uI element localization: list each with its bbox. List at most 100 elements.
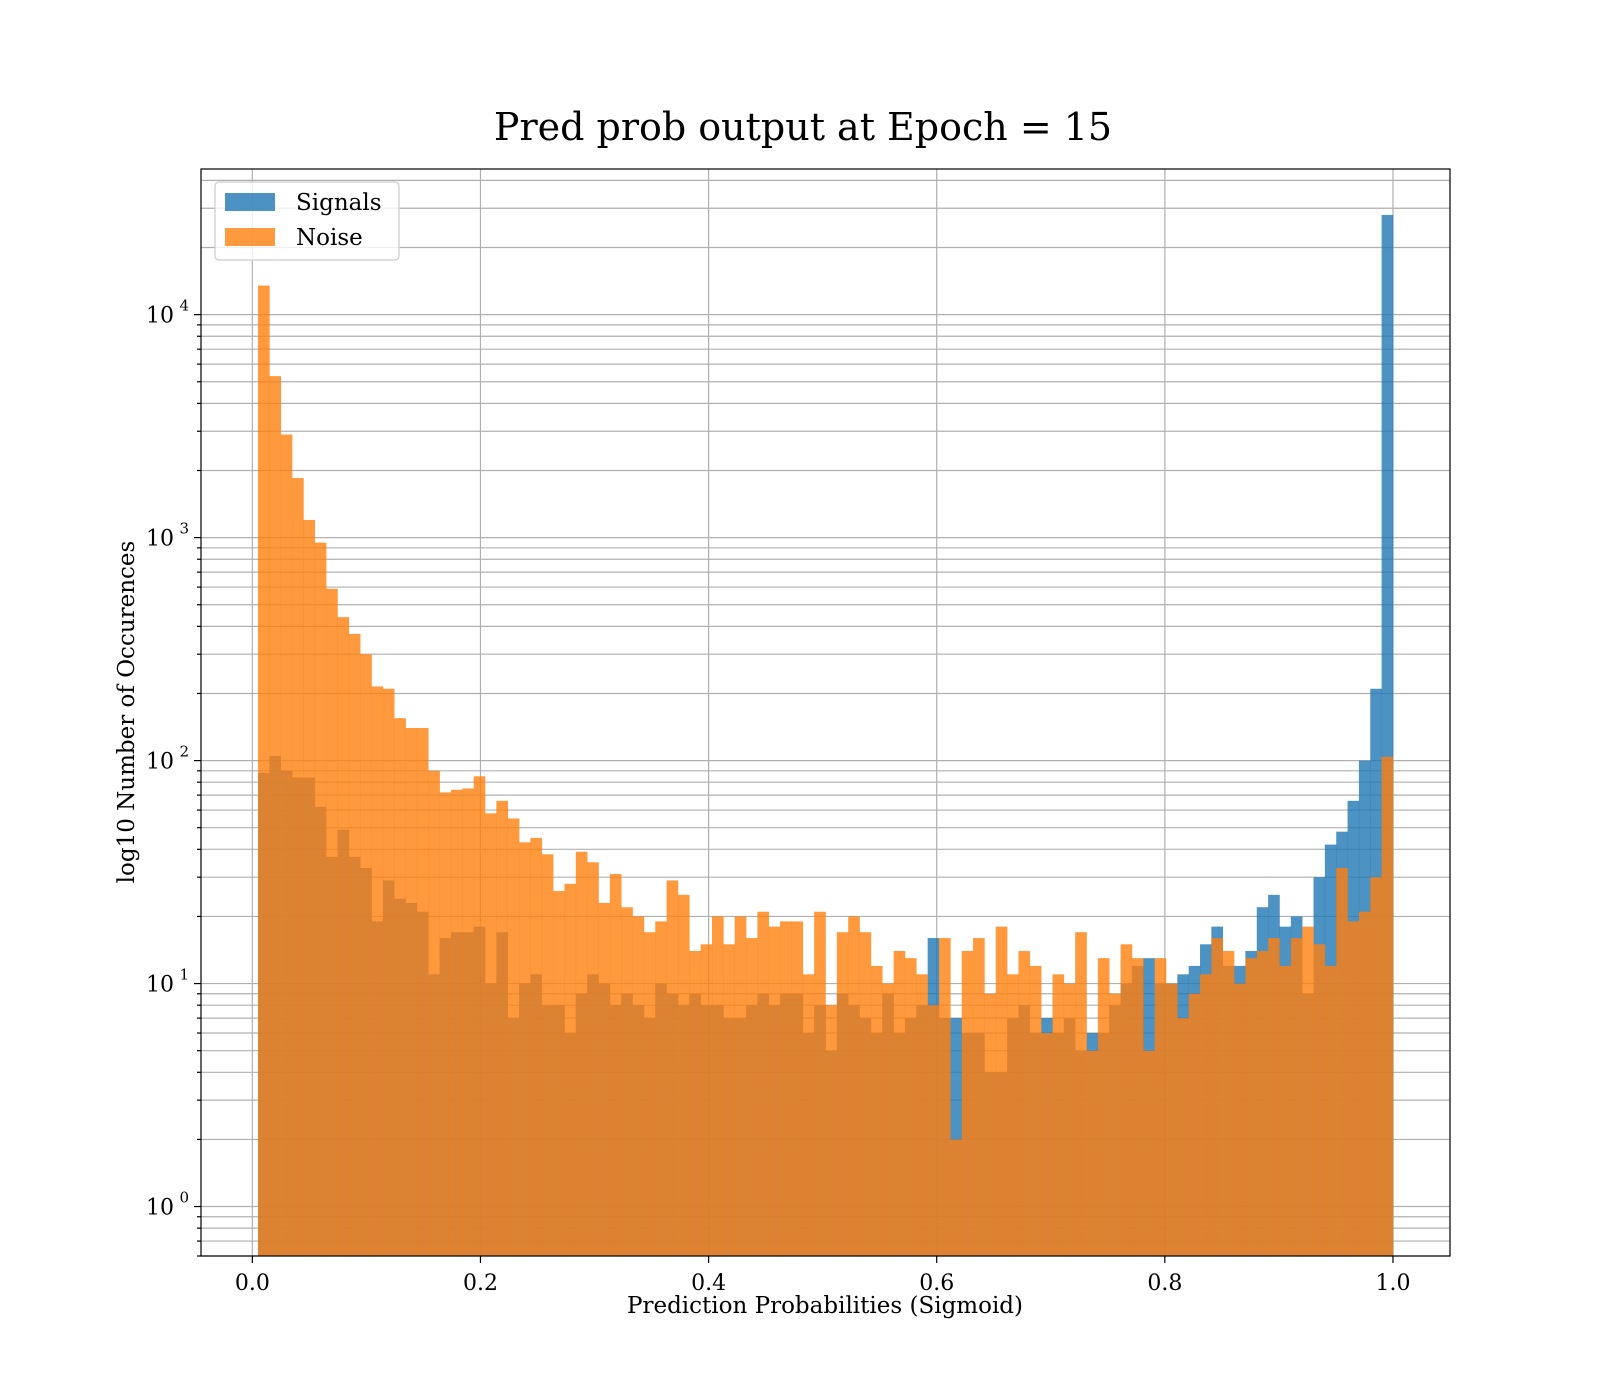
x-tick-label-5: 1.0 bbox=[1375, 1271, 1410, 1296]
bar-noise-14 bbox=[416, 728, 429, 1256]
bar-noise-83 bbox=[1200, 974, 1212, 1256]
bar-noise-15 bbox=[428, 770, 440, 1256]
bar-noise-21 bbox=[496, 800, 509, 1256]
bar-noise-13 bbox=[405, 728, 418, 1256]
legend-swatch-signals bbox=[225, 193, 275, 211]
legend-label-noise: Noise bbox=[296, 225, 363, 251]
bar-noise-30 bbox=[598, 902, 611, 1256]
bar-noise-32 bbox=[621, 907, 633, 1256]
plot-frame bbox=[200, 168, 1451, 1257]
bar-noise-29 bbox=[587, 862, 599, 1256]
bar-noise-89 bbox=[1268, 938, 1280, 1256]
bar-noise-85 bbox=[1222, 950, 1235, 1256]
bar-noise-45 bbox=[768, 926, 781, 1256]
bar-noise-48 bbox=[802, 974, 815, 1256]
bar-noise-59 bbox=[927, 1005, 940, 1256]
bar-noise-7 bbox=[337, 617, 350, 1256]
x-tick-label-0: 0.0 bbox=[235, 1271, 270, 1296]
bar-noise-9 bbox=[360, 654, 372, 1256]
bar-noise-5 bbox=[314, 542, 327, 1256]
bar-noise-35 bbox=[655, 921, 667, 1256]
bar-noise-43 bbox=[746, 938, 758, 1256]
bar-noise-65 bbox=[995, 926, 1008, 1256]
bar-noise-24 bbox=[530, 837, 543, 1256]
bar-noise-19 bbox=[473, 776, 486, 1256]
y-tick-exponent-0: 0 bbox=[179, 1189, 189, 1207]
bar-noise-34 bbox=[643, 932, 656, 1256]
y-tick-label-3: 10 bbox=[146, 527, 174, 552]
bar-noise-3 bbox=[292, 478, 304, 1256]
y-axis-label: log10 Number of Occurences bbox=[114, 541, 140, 884]
bar-noise-90 bbox=[1279, 965, 1292, 1256]
bar-noise-58 bbox=[916, 974, 928, 1256]
bar-signals-99 bbox=[1381, 214, 1394, 1256]
bar-noise-40 bbox=[712, 916, 724, 1256]
bar-noise-92 bbox=[1302, 926, 1314, 1256]
bar-noise-22 bbox=[507, 818, 520, 1256]
bar-noise-36 bbox=[666, 880, 679, 1256]
bar-noise-72 bbox=[1075, 932, 1087, 1256]
bar-noise-23 bbox=[519, 842, 531, 1256]
y-axis: 10 0 10 1 10 2 10 3 10 4 bbox=[146, 297, 201, 1257]
bar-noise-98 bbox=[1370, 877, 1382, 1256]
x-axis: 0.0 0.2 0.4 0.6 0.8 1.0 bbox=[235, 1256, 1410, 1296]
bar-noise-2 bbox=[280, 434, 293, 1256]
bar-noise-84 bbox=[1211, 938, 1224, 1256]
bar-noise-67 bbox=[1018, 950, 1031, 1256]
bar-noise-0 bbox=[258, 285, 270, 1256]
bar-noise-62 bbox=[961, 950, 974, 1256]
bar-noise-4 bbox=[303, 519, 316, 1256]
legend-swatch-noise bbox=[225, 228, 275, 246]
bar-noise-87 bbox=[1245, 958, 1258, 1256]
legend-label-signals: Signals bbox=[296, 190, 382, 216]
chart-title: Pred prob output at Epoch = 15 bbox=[494, 105, 1112, 149]
bar-noise-50 bbox=[825, 1005, 838, 1256]
bar-noise-55 bbox=[882, 983, 894, 1256]
bar-noise-11 bbox=[382, 688, 395, 1256]
bar-noise-52 bbox=[848, 916, 860, 1256]
bar-noise-38 bbox=[689, 950, 701, 1256]
bar-noise-56 bbox=[893, 950, 906, 1256]
bar-noise-68 bbox=[1029, 965, 1042, 1256]
x-axis-label: Prediction Probabilities (Sigmoid) bbox=[627, 1293, 1023, 1319]
bar-noise-97 bbox=[1358, 911, 1371, 1256]
bar-noise-80 bbox=[1165, 983, 1178, 1256]
bar-noise-8 bbox=[348, 633, 361, 1256]
bar-noise-82 bbox=[1188, 993, 1201, 1256]
bar-noise-28 bbox=[575, 851, 588, 1256]
y-tick-exponent-3: 3 bbox=[179, 520, 189, 538]
bar-noise-1 bbox=[269, 376, 282, 1256]
bar-noise-18 bbox=[462, 788, 474, 1256]
bar-noise-17 bbox=[450, 789, 463, 1256]
bar-noise-27 bbox=[564, 883, 577, 1256]
bar-noise-12 bbox=[394, 718, 406, 1256]
bar-noise-31 bbox=[609, 874, 622, 1256]
y-tick-label-0: 10 bbox=[146, 1196, 174, 1221]
series-noise-bars bbox=[258, 285, 1394, 1256]
bar-noise-47 bbox=[791, 921, 804, 1256]
bar-noise-51 bbox=[836, 932, 849, 1256]
x-tick-label-2: 0.4 bbox=[691, 1271, 726, 1296]
bar-noise-42 bbox=[734, 916, 747, 1256]
bar-noise-39 bbox=[700, 944, 713, 1256]
bar-noise-75 bbox=[1109, 993, 1121, 1256]
bar-noise-44 bbox=[757, 911, 770, 1256]
bar-noise-77 bbox=[1131, 958, 1144, 1256]
bar-noise-60 bbox=[938, 938, 951, 1256]
bar-noise-54 bbox=[870, 965, 883, 1256]
bar-noise-66 bbox=[1007, 974, 1019, 1256]
bar-noise-74 bbox=[1097, 958, 1110, 1256]
bar-noise-69 bbox=[1041, 1033, 1053, 1256]
bar-noise-63 bbox=[973, 938, 985, 1256]
bar-noise-33 bbox=[632, 916, 645, 1256]
bar-noise-71 bbox=[1063, 983, 1076, 1256]
bar-noise-37 bbox=[677, 894, 690, 1256]
bar-noise-81 bbox=[1177, 1018, 1189, 1256]
bar-noise-16 bbox=[439, 792, 452, 1256]
bar-noise-49 bbox=[814, 911, 826, 1256]
bar-noise-79 bbox=[1154, 958, 1167, 1256]
y-tick-label-1: 10 bbox=[146, 973, 174, 998]
bar-noise-53 bbox=[859, 932, 872, 1256]
y-tick-exponent-2: 2 bbox=[179, 743, 189, 761]
